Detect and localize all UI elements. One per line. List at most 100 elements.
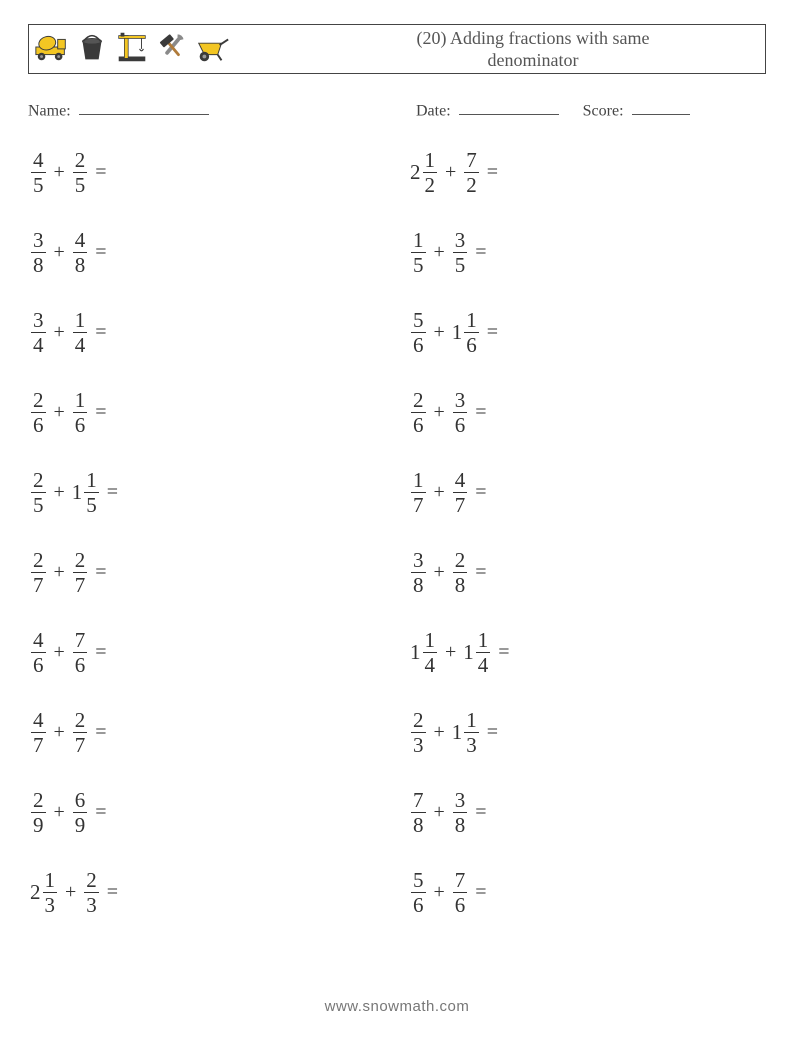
whole-number: 1 xyxy=(452,320,463,345)
fraction: 15 xyxy=(411,229,426,276)
numerator: 2 xyxy=(31,469,46,491)
numerator: 7 xyxy=(464,149,479,171)
denominator: 7 xyxy=(73,574,88,596)
fraction: 56 xyxy=(411,869,426,916)
problem: 34 +14 = xyxy=(30,308,398,356)
denominator: 6 xyxy=(464,334,479,356)
numerator: 2 xyxy=(411,709,426,731)
date-field: Date: xyxy=(416,100,559,120)
name-field: Name: xyxy=(28,100,378,120)
denominator: 4 xyxy=(423,654,438,676)
numerator: 1 xyxy=(84,469,99,491)
problem: 38+48= xyxy=(30,228,398,276)
fraction: 56 xyxy=(411,309,426,356)
equals-sign: = xyxy=(475,481,486,504)
whole-number: 2 xyxy=(410,160,421,185)
plus-sign: + xyxy=(445,641,456,664)
fraction: 23 xyxy=(411,709,426,756)
denominator: 9 xyxy=(31,814,46,836)
fraction: 15 xyxy=(84,469,99,516)
name-blank[interactable] xyxy=(79,100,209,115)
fraction: 72 xyxy=(464,149,479,196)
fraction: 48 xyxy=(73,229,88,276)
fraction: 16 xyxy=(464,309,479,356)
whole-number: 1 xyxy=(452,720,463,745)
plus-sign: + xyxy=(434,721,445,744)
equals-sign: = xyxy=(487,721,498,744)
denominator: 8 xyxy=(73,254,88,276)
numerator: 2 xyxy=(31,389,46,411)
meta-row: Name: Date: Score: xyxy=(28,100,766,120)
numerator: 7 xyxy=(453,869,468,891)
equals-sign: = xyxy=(487,161,498,184)
fraction: 38 xyxy=(453,789,468,836)
numerator: 1 xyxy=(464,709,479,731)
denominator: 6 xyxy=(73,654,88,676)
problem: 45+25= xyxy=(30,148,398,196)
fraction: 38 xyxy=(411,549,426,596)
problem: 47+27= xyxy=(30,708,398,756)
denominator: 3 xyxy=(84,894,99,916)
plus-sign: + xyxy=(434,561,445,584)
denominator: 6 xyxy=(31,414,46,436)
numerator: 3 xyxy=(453,789,468,811)
plus-sign: + xyxy=(434,321,445,344)
numerator: 7 xyxy=(411,789,426,811)
title-line2: denominator xyxy=(488,50,579,70)
fraction: 25 xyxy=(73,149,88,196)
fraction: 29 xyxy=(31,789,46,836)
denominator: 4 xyxy=(476,654,491,676)
numerator: 2 xyxy=(73,709,88,731)
equals-sign: = xyxy=(475,241,486,264)
problem: 25+115= xyxy=(30,468,398,516)
date-label: Date: xyxy=(416,102,451,119)
denominator: 2 xyxy=(423,174,438,196)
problem: 212+72= xyxy=(398,148,766,196)
footer-url: www.snowmath.com xyxy=(0,998,794,1015)
score-blank[interactable] xyxy=(632,100,690,115)
numerator: 1 xyxy=(423,629,438,651)
denominator: 3 xyxy=(43,894,58,916)
plus-sign: + xyxy=(54,561,65,584)
equals-sign: = xyxy=(95,161,106,184)
header-icons xyxy=(33,28,231,71)
fraction: 26 xyxy=(31,389,46,436)
denominator: 7 xyxy=(453,494,468,516)
equals-sign: = xyxy=(95,561,106,584)
crane-icon xyxy=(113,28,151,71)
denominator: 5 xyxy=(73,174,88,196)
plus-sign: + xyxy=(54,721,65,744)
denominator: 7 xyxy=(31,574,46,596)
fraction: 35 xyxy=(453,229,468,276)
denominator: 3 xyxy=(464,734,479,756)
fraction: 14 xyxy=(73,309,88,356)
equals-sign: = xyxy=(498,641,509,664)
fraction: 27 xyxy=(73,709,88,756)
wrench-hammer-icon xyxy=(153,28,191,71)
cement-mixer-truck-icon xyxy=(33,28,71,71)
fraction: 36 xyxy=(453,389,468,436)
problem: 23+113= xyxy=(398,708,766,756)
denominator: 6 xyxy=(411,414,426,436)
plus-sign: + xyxy=(434,401,445,424)
date-blank[interactable] xyxy=(459,100,559,115)
equals-sign: = xyxy=(475,561,486,584)
fraction: 27 xyxy=(31,549,46,596)
numerator: 1 xyxy=(73,389,88,411)
numerator: 4 xyxy=(31,709,46,731)
fraction: 28 xyxy=(453,549,468,596)
plus-sign: + xyxy=(54,321,65,344)
fraction: 34 xyxy=(31,309,46,356)
denominator: 6 xyxy=(453,414,468,436)
plus-sign: + xyxy=(54,161,65,184)
numerator: 2 xyxy=(31,549,46,571)
equals-sign: = xyxy=(95,321,106,344)
numerator: 4 xyxy=(31,629,46,651)
denominator: 6 xyxy=(73,414,88,436)
whole-number: 2 xyxy=(30,880,41,905)
numerator: 5 xyxy=(411,309,426,331)
problem: 29+69= xyxy=(30,788,398,836)
denominator: 5 xyxy=(31,174,46,196)
denominator: 5 xyxy=(31,494,46,516)
problem: 26+36= xyxy=(398,388,766,436)
